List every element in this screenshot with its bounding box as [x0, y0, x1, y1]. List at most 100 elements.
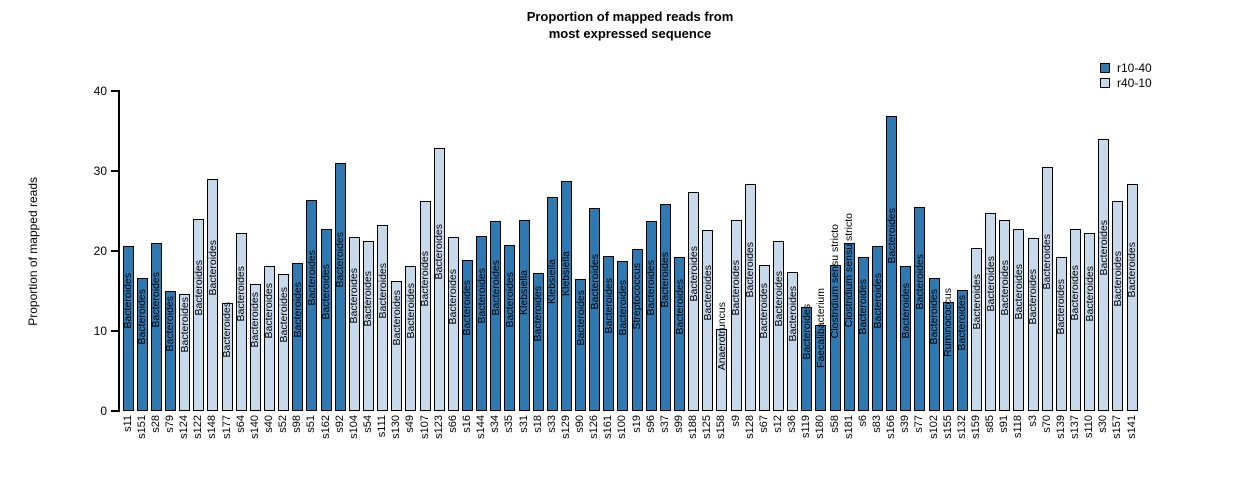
- bar-genus-label: Bacteroides: [277, 287, 290, 343]
- bar-genus-label: Bacteroides: [588, 253, 601, 310]
- x-tick-label: s111: [376, 415, 389, 438]
- bar-slot: Bacteroides: [178, 91, 192, 411]
- bar-genus-label: Bacteroides: [135, 289, 148, 345]
- bar-slot: Streptococcus: [630, 91, 644, 411]
- x-tick-label: s144: [475, 415, 488, 439]
- bar-genus-label: Faecalibacterium: [814, 288, 827, 369]
- x-tick-label: s52: [277, 415, 290, 433]
- legend-swatch-r10-40: [1100, 63, 1110, 73]
- legend-entry-r10-40: r10-40: [1100, 62, 1152, 74]
- x-tick-label: s128: [743, 415, 756, 439]
- x-tick-label: s37: [658, 415, 671, 433]
- x-tick-label: s177: [220, 415, 233, 439]
- bar-genus-label: Bacteroides: [744, 241, 756, 298]
- bar-s144: Bacteroides: [475, 235, 487, 411]
- x-tick-label: s6: [856, 415, 869, 427]
- y-tick-mark: [111, 330, 118, 332]
- bar-slot: Bacteroides: [588, 91, 602, 411]
- bar-slot: Bacteroides: [1054, 91, 1068, 411]
- bar-s151: Bacteroides: [135, 278, 148, 411]
- bar-slot: Clostridium sensu stricto: [842, 91, 856, 411]
- bar-slot: Bacteroides: [1040, 91, 1054, 411]
- x-tick-cell: s18: [531, 415, 545, 479]
- bar-s158: Anaerotruncus: [716, 302, 728, 411]
- bar-slot: Bacteroides: [800, 91, 814, 411]
- bar-slot: Bacteroides: [206, 91, 220, 411]
- bar-s124: Bacteroides: [178, 294, 190, 411]
- x-tick-label: s180: [814, 415, 827, 439]
- bar-genus-label: Bacteroides: [786, 285, 799, 342]
- x-tick-cell: s122: [192, 415, 206, 479]
- x-tick-cell: s159: [969, 415, 983, 479]
- bar-slot: Bacteroides: [602, 91, 616, 411]
- bar-s77: Bacteroides: [914, 207, 926, 411]
- x-tick-label: s79: [163, 415, 176, 433]
- x-tick-cell: s30: [1097, 415, 1111, 479]
- x-tick-cell: s139: [1054, 415, 1068, 479]
- x-tick-label: s119: [800, 415, 813, 439]
- bar-slot: Bacteroides: [856, 91, 870, 411]
- bar-slot: Faecalibacterium: [814, 91, 828, 411]
- x-tick-cell: s151: [135, 415, 149, 479]
- x-tick-cell: s52: [277, 415, 291, 479]
- bar-s28: Bacteroides: [150, 243, 162, 411]
- x-tick-label: s123: [432, 415, 445, 439]
- bar-s67: Bacteroides: [758, 265, 770, 411]
- x-tick-label: s35: [503, 415, 516, 433]
- bar-slot: Bacteroides: [1097, 91, 1111, 411]
- x-tick-cell: s6: [856, 415, 870, 479]
- x-tick-label: s11: [121, 415, 134, 432]
- bar-s58: Clostridium sensu stricto: [829, 224, 841, 411]
- x-tick-label: s122: [192, 415, 205, 439]
- bar-s132: Bacteroides: [956, 290, 968, 411]
- x-tick-label: s162: [319, 415, 332, 439]
- x-tick-label: s36: [786, 415, 799, 433]
- x-tick-cell: s166: [885, 415, 899, 479]
- x-tick-cell: s181: [842, 415, 856, 479]
- x-tick-label: s181: [842, 415, 855, 439]
- bar-s92: Bacteroides: [334, 163, 346, 411]
- x-tick-cell: s64: [234, 415, 248, 479]
- bar-genus-label: Klebsiella: [546, 259, 559, 305]
- bar-s188: Bacteroides: [687, 191, 699, 411]
- bar-s70: Bacteroides: [1041, 167, 1053, 411]
- bar-slot: Bacteroides: [503, 91, 517, 411]
- bar-genus-label: Bacteroides: [319, 264, 332, 320]
- x-tick-label: s161: [602, 415, 615, 439]
- x-tick-cell: s188: [687, 415, 701, 479]
- bar-slot: Bacteroides: [998, 91, 1012, 411]
- bar-slot: Bacteroides: [955, 91, 969, 411]
- bar-genus-label: Bacteroides: [871, 273, 884, 329]
- bar-slot: Ruminococcus: [941, 91, 955, 411]
- x-tick-label: s54: [361, 415, 374, 433]
- x-tick-label: s166: [885, 415, 898, 439]
- bar-slot: Bacteroides: [291, 91, 305, 411]
- bar-genus-label: Bacteroides: [729, 259, 742, 316]
- bar-s96: Bacteroides: [645, 220, 657, 411]
- x-tick-cell: s91: [998, 415, 1012, 479]
- bar-genus-label: Bacteroides: [121, 273, 134, 329]
- x-tick-cell: s124: [178, 415, 192, 479]
- x-tick-label: s28: [149, 415, 162, 433]
- x-tick-cell: s37: [658, 415, 672, 479]
- bar-s16: Bacteroides: [461, 259, 474, 411]
- bar-slot: Bacteroides: [885, 91, 899, 411]
- x-tick-cell: s141: [1125, 415, 1139, 479]
- bar-slot: Bacteroides: [1026, 91, 1040, 411]
- bar-genus-label: Bacteroides: [164, 295, 177, 351]
- x-tick-cell: s16: [460, 415, 474, 479]
- bar-s31: Klebsiella: [518, 219, 530, 411]
- bar-genus-label: Bacteroides: [531, 286, 544, 342]
- bar-slot: Bacteroides: [361, 91, 375, 411]
- x-tick-label: s100: [616, 415, 629, 439]
- bar-s52: Bacteroides: [277, 274, 290, 411]
- bar-s66: Bacteroides: [447, 237, 459, 411]
- bar-s6: Bacteroides: [857, 257, 869, 411]
- bar-slot: Bacteroides: [277, 91, 291, 411]
- bar-slot: Bacteroides: [1012, 91, 1026, 411]
- x-tick-cell: s104: [347, 415, 361, 479]
- bar-s91: Bacteroides: [999, 219, 1011, 411]
- x-tick-cell: s130: [390, 415, 404, 479]
- bar-genus-label: Bacteroides: [461, 279, 474, 336]
